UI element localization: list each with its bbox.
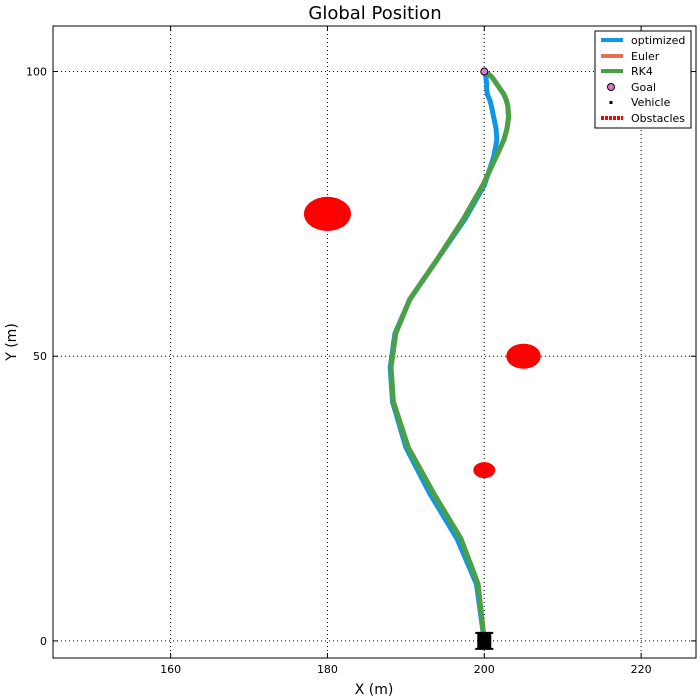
obstacle-1 (303, 196, 351, 231)
series-lines (387, 69, 512, 644)
series-line-rk4 (388, 69, 512, 644)
legend-box (594, 30, 692, 129)
goal-marker (480, 67, 489, 76)
obstacle-2 (506, 343, 541, 369)
chart-title: Global Position (308, 3, 441, 24)
legend-label-vehicle: Vehicle (631, 96, 671, 109)
ticks: 160 180 200 220 0 50 100 (26, 26, 696, 676)
vehicle-marker (475, 631, 494, 650)
legend-label-obstacles: Obstacles (631, 112, 685, 125)
grid (53, 26, 696, 658)
legend: optimized Euler RK4 Goal Vehicle Obstacl… (594, 30, 692, 129)
legend-label-goal: Goal (631, 81, 656, 94)
legend-marker-vehicle (609, 101, 613, 104)
y-tick-label: 0 (40, 635, 47, 648)
y-tick-label: 100 (26, 66, 47, 79)
x-axis-label: X (m) (355, 682, 394, 698)
y-tick-label: 50 (33, 350, 47, 363)
x-tick-label: 200 (474, 663, 495, 676)
x-tick-label: 160 (160, 663, 181, 676)
legend-label-euler: Euler (631, 50, 660, 63)
x-tick-label: 180 (317, 663, 338, 676)
x-tick-label: 220 (631, 663, 652, 676)
markers (475, 67, 494, 650)
legend-marker-goal (607, 83, 615, 91)
y-axis-label: Y (m) (4, 323, 20, 362)
obstacle-3 (473, 462, 496, 479)
obstacles (303, 196, 541, 479)
legend-label-optimized: optimized (631, 34, 685, 47)
plot-frame (52, 25, 697, 659)
legend-label-rk4: RK4 (631, 65, 653, 78)
